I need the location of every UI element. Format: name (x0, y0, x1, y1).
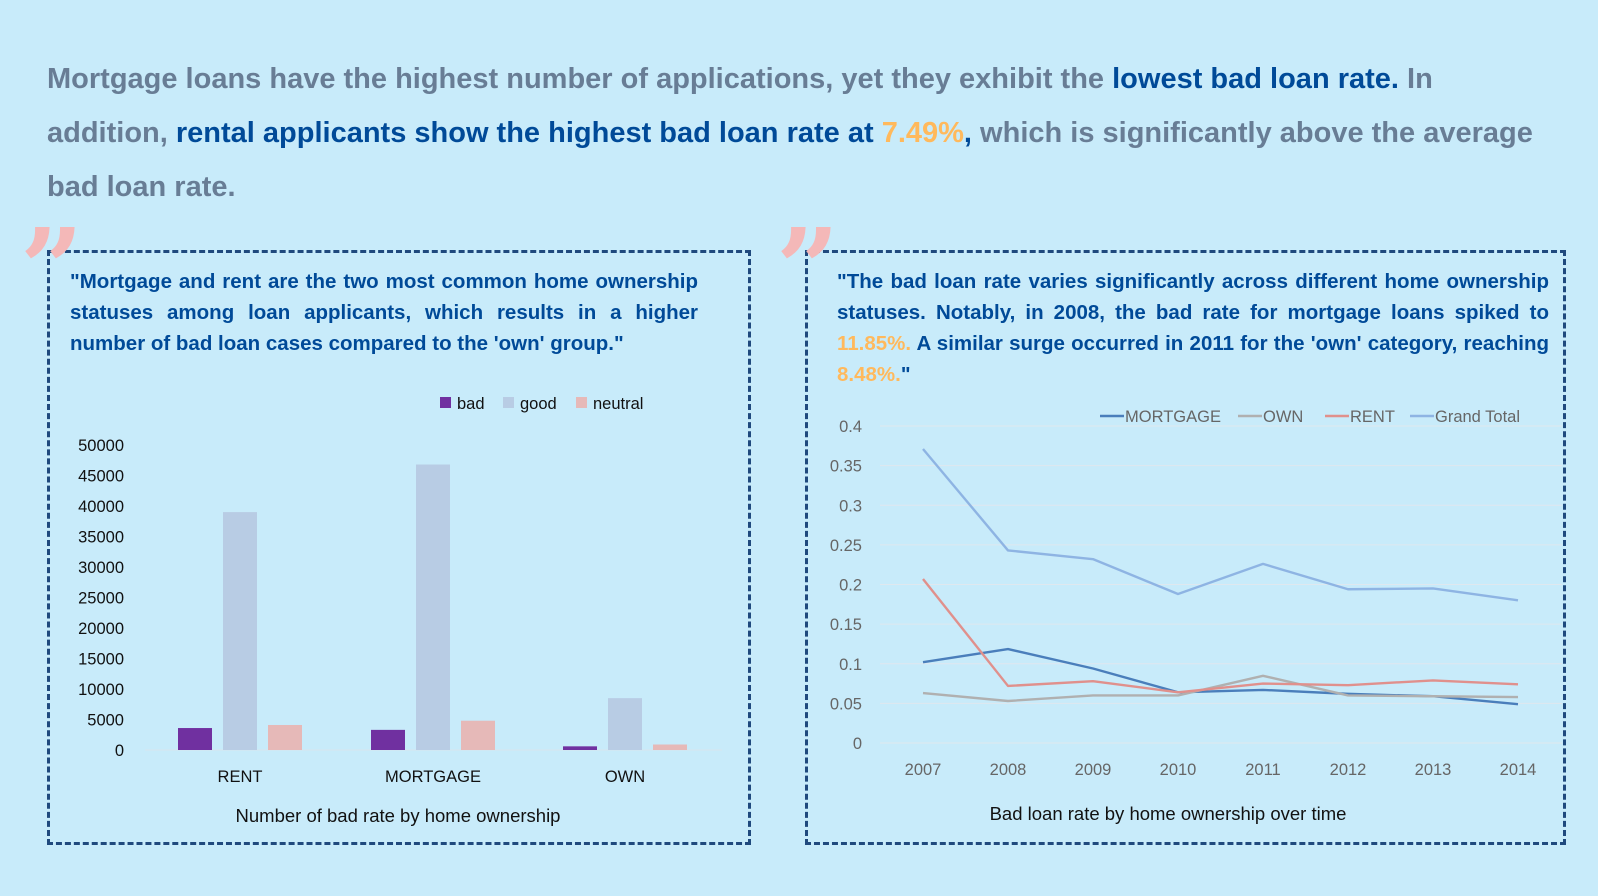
bar-y-tick-label: 50000 (78, 437, 124, 455)
bar-bad-rent (178, 728, 212, 750)
right-quote-text-3: " (900, 363, 911, 386)
bar-good-own (608, 698, 642, 750)
headline-highlight-1: lowest bad loan rate. (1112, 63, 1399, 95)
line-chart-title: Bad loan rate by home ownership over tim… (990, 803, 1347, 824)
left-panel-quote: "Mortgage and rent are the two most comm… (70, 270, 698, 355)
line-x-tick-label: 2013 (1415, 761, 1452, 779)
quote-mark-icon: ” (20, 204, 84, 333)
bar-y-tick-label: 5000 (87, 712, 124, 730)
headline-text-1: Mortgage loans have the highest number o… (47, 63, 1113, 95)
right-quote-text-2: A similar surge occurred in 2011 for the… (911, 332, 1549, 355)
line-x-tick-label: 2007 (905, 761, 942, 779)
line-series-rent (922, 578, 1519, 694)
headline-comma: , (963, 117, 972, 149)
bar-neutral-mortgage (461, 720, 495, 750)
line-series-grand-total (922, 448, 1519, 602)
bar-y-tick-label: 0 (115, 742, 124, 760)
line-series-own (922, 674, 1519, 703)
line-y-tick-label: 0.4 (839, 418, 862, 436)
headline: Mortgage loans have the highest number o… (47, 52, 1557, 214)
headline-text-3: which is significantly above the average… (47, 117, 1533, 203)
line-y-tick-label: 0.2 (839, 577, 862, 595)
line-x-tick-label: 2010 (1160, 761, 1197, 779)
bar-neutral-own (653, 744, 687, 750)
legend-label-good: good (520, 395, 557, 413)
left-panel-box (47, 250, 751, 845)
line-x-tick-label: 2011 (1245, 761, 1280, 779)
legend-swatch-good (503, 397, 514, 408)
mortgage-spike-value: 11.85%. (837, 332, 912, 355)
line-x-tick-label: 2012 (1330, 761, 1367, 779)
line-y-tick-label: 0.15 (830, 616, 862, 634)
own-surge-value: 8.48%. (837, 363, 901, 386)
bar-neutral-rent (268, 724, 302, 750)
bar-y-tick-label: 30000 (78, 559, 124, 577)
legend-swatch-bad (440, 397, 451, 408)
bar-y-tick-label: 45000 (78, 468, 124, 486)
line-y-tick-label: 0.35 (830, 458, 862, 476)
legend-label-neutral: neutral (593, 395, 643, 413)
bar-good-rent (223, 512, 257, 750)
line-x-tick-label: 2008 (990, 761, 1027, 779)
headline-text-2: In addition, (47, 63, 1433, 149)
quote-mark-icon: ” (776, 204, 840, 333)
right-panel-box (805, 250, 1566, 845)
line-y-tick-label: 0.25 (830, 537, 862, 555)
bar-y-tick-label: 10000 (78, 681, 124, 699)
legend-label-grand-total: Grand Total (1435, 408, 1520, 426)
line-x-tick-label: 2009 (1075, 761, 1112, 779)
line-chart: 0 0.05 0.1 0.15 0.2 0.25 0.3 0.35 0.4 2007 2008 200… (830, 408, 1562, 824)
bar-x-tick-label: RENT (218, 768, 263, 786)
bar-x-tick-label: OWN (605, 768, 645, 786)
bar-y-tick-label: 40000 (78, 498, 124, 516)
bar-bad-mortgage (371, 729, 405, 750)
right-panel-quote: "The bad loan rate varies significantly … (837, 266, 1549, 390)
line-x-tick-label: 2014 (1500, 761, 1537, 779)
bar-y-tick-label: 20000 (78, 620, 124, 638)
bar-good-mortgage (416, 464, 450, 750)
legend-label-mortgage: MORTGAGE (1125, 408, 1221, 426)
legend-label-rent: RENT (1350, 408, 1395, 426)
line-y-tick-label: 0 (853, 735, 862, 753)
line-y-tick-label: 0.1 (839, 656, 862, 674)
bar-x-tick-label: MORTGAGE (385, 768, 481, 786)
bar-y-tick-label: 15000 (78, 651, 124, 669)
bar-y-tick-label: 25000 (78, 590, 124, 608)
headline-rate-value: 7.49% (881, 117, 964, 149)
bar-chart-title: Number of bad rate by home ownership (236, 805, 561, 826)
line-y-tick-label: 0.05 (830, 695, 862, 713)
bar-chart: 0 5000 10000 15000 20000 25000 30000 35000 40000… (78, 395, 722, 826)
bar-bad-own (563, 746, 597, 750)
right-quote-text-1: "The bad loan rate varies significantly … (837, 270, 1549, 324)
legend-label-bad: bad (457, 395, 485, 413)
legend-label-own: OWN (1263, 408, 1303, 426)
line-y-tick-label: 0.3 (839, 497, 862, 515)
bar-y-tick-label: 35000 (78, 529, 124, 547)
legend-swatch-neutral (576, 397, 587, 408)
headline-highlight-2: rental applicants show the highest bad l… (175, 117, 882, 149)
